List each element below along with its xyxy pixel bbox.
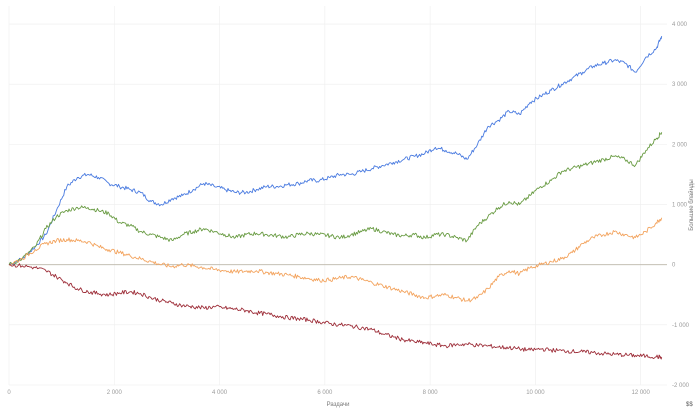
y-tick-label: 1 000 xyxy=(672,203,688,209)
y-axis-title: Большие блайнды xyxy=(688,179,695,230)
series-layer xyxy=(8,36,663,360)
x-tick-label: 10 000 xyxy=(526,390,545,396)
corner-label: $$ xyxy=(686,402,693,408)
series-line-4 xyxy=(8,263,663,360)
series-line-1 xyxy=(8,36,663,266)
x-tick-label: 2 000 xyxy=(107,390,123,396)
y-tick-label: 4 000 xyxy=(672,22,688,28)
y-tick-label: 3 000 xyxy=(672,82,688,88)
y-tick-label: 0 xyxy=(672,263,676,269)
y-tick-label: -1 000 xyxy=(672,323,690,329)
x-tick-label: 6 000 xyxy=(317,390,333,396)
y-tick-label: 2 000 xyxy=(672,142,688,148)
x-axis-ticks: 0 2 000 4 000 6 000 8 000 10 000 12 000 xyxy=(7,390,650,396)
y-axis-ticks: -2 000 -1 000 0 1 000 2 000 3 000 4 000 xyxy=(672,22,690,389)
x-tick-label: 4 000 xyxy=(212,390,228,396)
x-tick-label: 0 xyxy=(7,390,11,396)
x-tick-label: 12 000 xyxy=(632,390,651,396)
x-tick-label: 8 000 xyxy=(423,390,439,396)
y-tick-label: -2 000 xyxy=(672,383,690,389)
series-line-2 xyxy=(8,132,663,265)
series-line-3 xyxy=(8,217,663,303)
x-axis-title: Раздачи xyxy=(327,402,350,408)
grid xyxy=(8,6,667,386)
